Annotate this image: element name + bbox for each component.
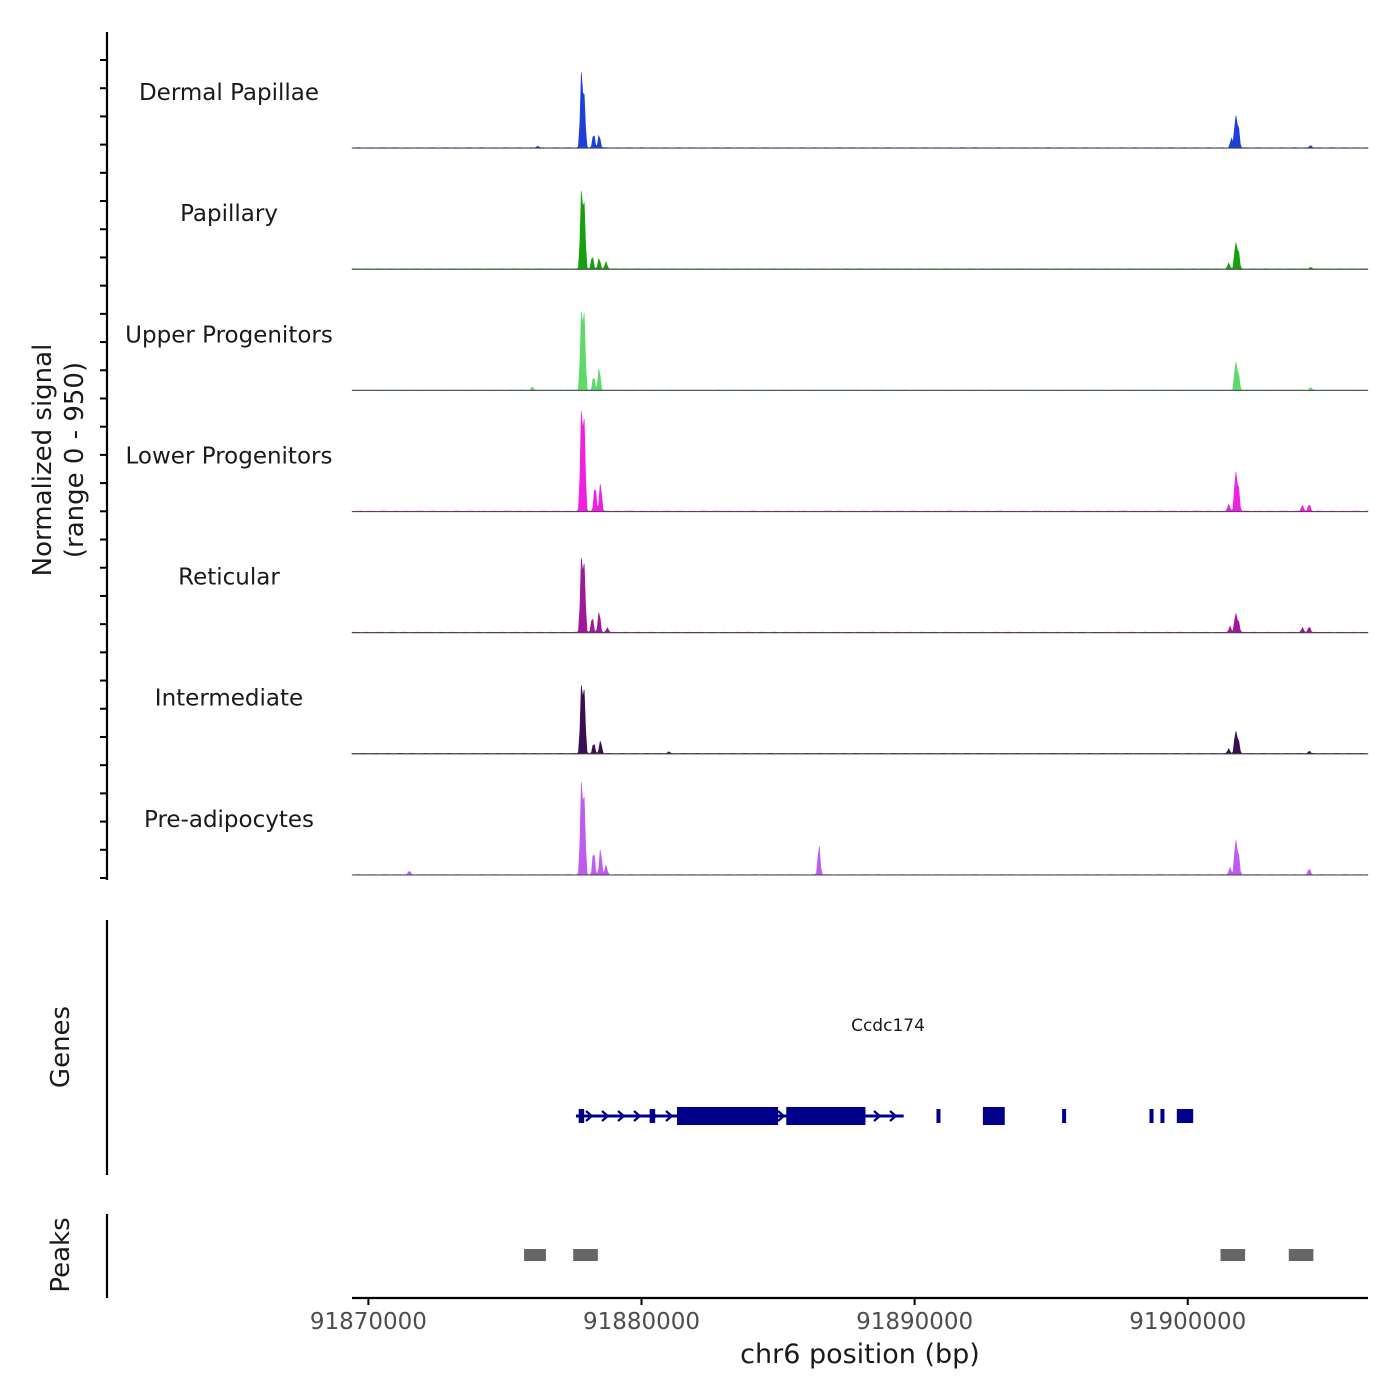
exon xyxy=(982,1107,1005,1125)
strand-arrow xyxy=(585,1110,594,1122)
exon xyxy=(649,1109,656,1123)
exon xyxy=(677,1107,779,1125)
x-tick-label: 91890000 xyxy=(856,1309,973,1335)
coverage-y-ticks xyxy=(100,59,107,879)
track-name-label: Papillary xyxy=(180,201,278,227)
strand-arrow xyxy=(873,1110,882,1122)
x-tick-label: 91880000 xyxy=(583,1309,700,1335)
coverage-area xyxy=(351,72,1369,149)
coverage-area xyxy=(351,191,1369,270)
coverage-track: Papillary xyxy=(180,191,1369,270)
peak-regions xyxy=(524,1249,1314,1261)
coverage-area xyxy=(351,311,1369,391)
coverage-track: Lower Progenitors xyxy=(126,411,1369,513)
coverage-area xyxy=(351,782,1369,876)
strand-arrow xyxy=(633,1110,642,1122)
strand-arrow xyxy=(889,1110,898,1122)
exon xyxy=(936,1109,941,1123)
track-name-label: Lower Progenitors xyxy=(126,443,333,469)
exon xyxy=(1176,1109,1194,1123)
track-name-label: Intermediate xyxy=(155,686,303,712)
gene-name-label: Ccdc174 xyxy=(851,1016,925,1036)
peak-region xyxy=(524,1249,546,1261)
strand-arrow xyxy=(777,1110,786,1122)
peak-region xyxy=(1288,1249,1314,1261)
coverage-tracks: Dermal Papillae Papillary Upper Progenitor… xyxy=(125,72,1369,876)
coverage-area xyxy=(351,685,1369,755)
exon xyxy=(1062,1109,1067,1123)
track-name-label: Dermal Papillae xyxy=(139,80,319,106)
track-name-label: Pre-adipocytes xyxy=(144,807,314,833)
y-axis-label-line1: Normalized signal xyxy=(28,344,58,577)
peak-region xyxy=(1220,1249,1246,1261)
x-axis-title: chr6 position (bp) xyxy=(740,1339,980,1370)
x-tick-label: 91870000 xyxy=(310,1309,427,1335)
coverage-track: Upper Progenitors xyxy=(125,311,1369,391)
coverage-track: Pre-adipocytes xyxy=(144,782,1369,876)
exon xyxy=(1160,1109,1165,1123)
strand-arrow xyxy=(601,1110,610,1122)
coverage-track: Intermediate xyxy=(155,685,1369,755)
peaks-track-label: Peaks xyxy=(46,1217,76,1292)
exon xyxy=(786,1107,866,1125)
track-name-label: Upper Progenitors xyxy=(125,322,333,348)
gene-model xyxy=(575,1107,1194,1125)
coverage-area xyxy=(351,411,1369,512)
genes-track-label: Genes xyxy=(46,1006,76,1088)
strand-arrow xyxy=(617,1110,626,1122)
strand-arrow xyxy=(665,1110,674,1122)
coverage-area xyxy=(351,557,1369,634)
track-name-label: Reticular xyxy=(178,565,280,591)
exon xyxy=(1149,1109,1154,1123)
coverage-track: Reticular xyxy=(178,557,1369,634)
y-axis-label-line2: (range 0 - 950) xyxy=(60,362,90,558)
x-axis-ticks: 91870000 91880000 91890000 91900000 xyxy=(310,1298,1246,1335)
exon xyxy=(578,1109,585,1123)
coverage-track: Dermal Papillae xyxy=(139,72,1369,149)
x-tick-label: 91900000 xyxy=(1129,1309,1246,1335)
peak-region xyxy=(573,1249,598,1261)
